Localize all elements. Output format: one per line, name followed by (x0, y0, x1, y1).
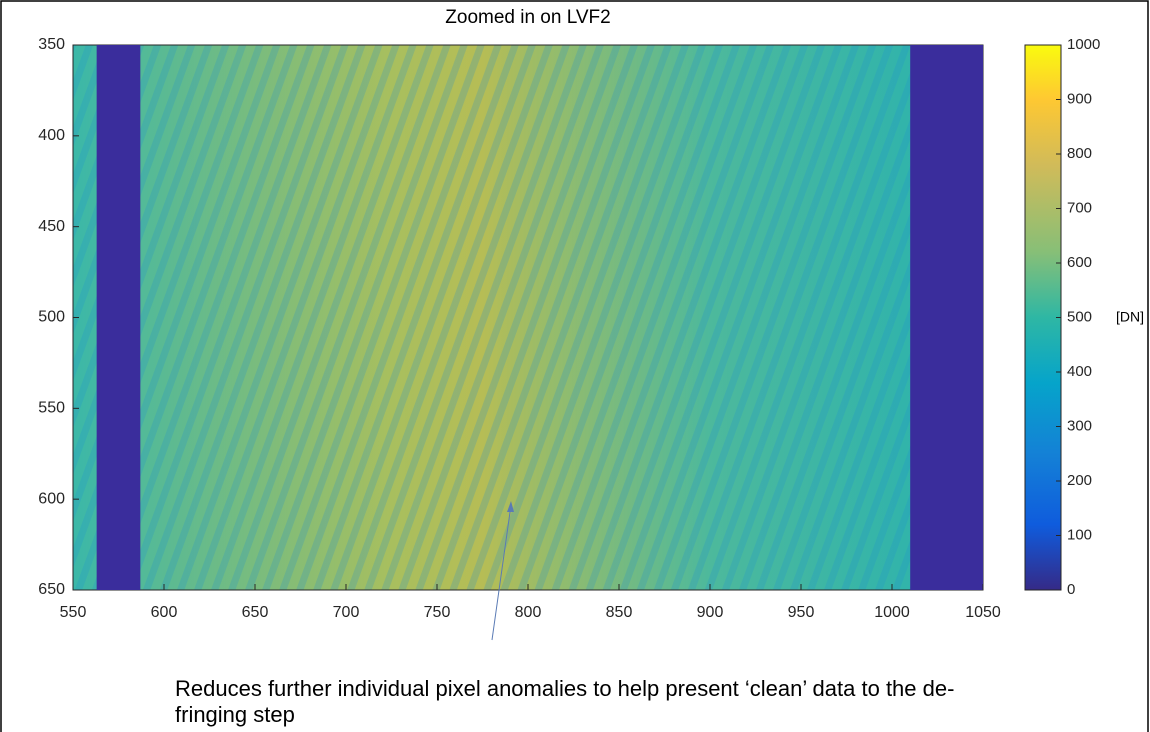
x-tick-label: 800 (515, 604, 542, 621)
y-tick-label: 550 (38, 400, 65, 417)
colorbar-tick-label: 800 (1067, 145, 1092, 162)
annotation-line: fringing step (175, 702, 295, 727)
masked-column (910, 45, 983, 590)
y-tick-label: 450 (38, 218, 65, 235)
x-tick-label: 1050 (965, 604, 1001, 621)
x-tick-label: 650 (242, 604, 269, 621)
colorbar-tick-label: 600 (1067, 254, 1092, 271)
colorbar-tick-label: 100 (1067, 526, 1092, 543)
x-tick-label: 550 (60, 604, 87, 621)
colorbar-tick-label: 300 (1067, 417, 1092, 434)
colorbar-tick-label: 900 (1067, 90, 1092, 107)
colorbar-tick-label: 1000 (1067, 36, 1100, 53)
y-tick-label: 400 (38, 127, 65, 144)
colorbar-tick-label: 500 (1067, 308, 1092, 325)
x-tick-label: 950 (788, 604, 815, 621)
y-tick-label: 350 (38, 36, 65, 53)
colorbar-tick-label: 700 (1067, 199, 1092, 216)
y-tick-label: 600 (38, 490, 65, 507)
arrow-head (507, 501, 514, 512)
fringe-pattern (73, 45, 983, 590)
colorbar-label: [DN] (1116, 309, 1144, 325)
x-tick-label: 750 (424, 604, 451, 621)
y-tick-label: 650 (38, 581, 65, 598)
x-tick-label: 900 (697, 604, 724, 621)
y-tick-label: 500 (38, 309, 65, 326)
annotation-arrow (491, 504, 512, 641)
colorbar-tick-label: 0 (1067, 581, 1075, 598)
colorbar-tick-label: 400 (1067, 363, 1092, 380)
annotation-line: Reduces further individual pixel anomali… (175, 676, 954, 701)
masked-column (96, 45, 141, 590)
x-tick-label: 700 (333, 604, 360, 621)
x-tick-label: 600 (151, 604, 178, 621)
chart-title: Zoomed in on LVF2 (445, 7, 610, 28)
colorbar (1024, 44, 1062, 591)
colorbar-tick-label: 200 (1067, 472, 1092, 489)
x-tick-label: 850 (606, 604, 633, 621)
x-tick-label: 1000 (874, 604, 910, 621)
